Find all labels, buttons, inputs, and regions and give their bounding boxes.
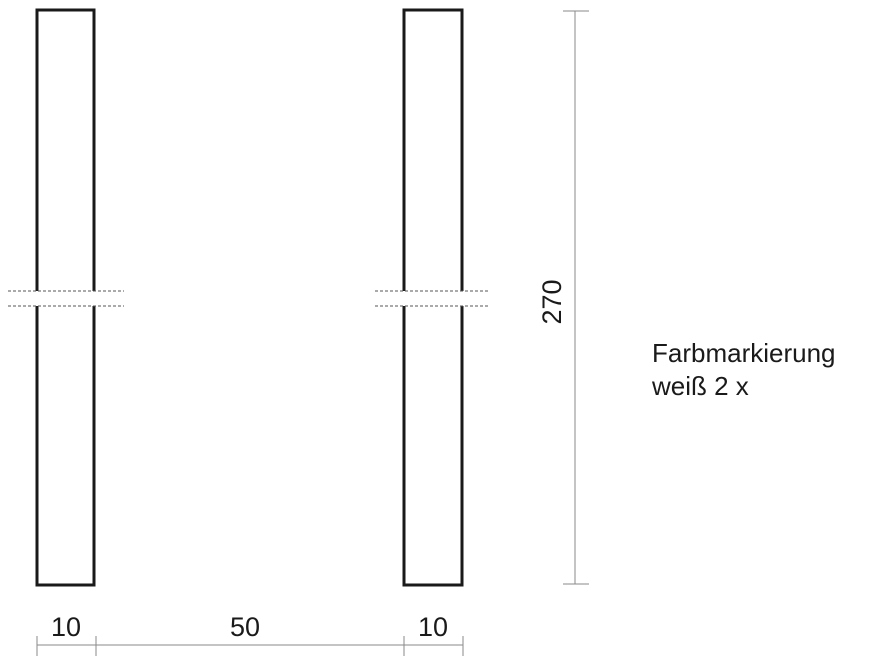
color-marking-note-line1: Farbmarkierung [652,338,836,368]
color-marking-note: Farbmarkierung weiß 2 x [652,337,836,403]
width-dimension: 10 50 10 [36,612,464,656]
left-color-marking [8,290,124,307]
right-color-marking [375,290,490,307]
height-dimension-label: 270 [537,279,567,324]
right-width-label: 10 [418,612,448,642]
color-marking-note-line2: weiß 2 x [652,371,749,401]
left-width-label: 10 [51,612,81,642]
gap-width-label: 50 [230,612,260,642]
height-dimension: 270 [537,10,589,585]
